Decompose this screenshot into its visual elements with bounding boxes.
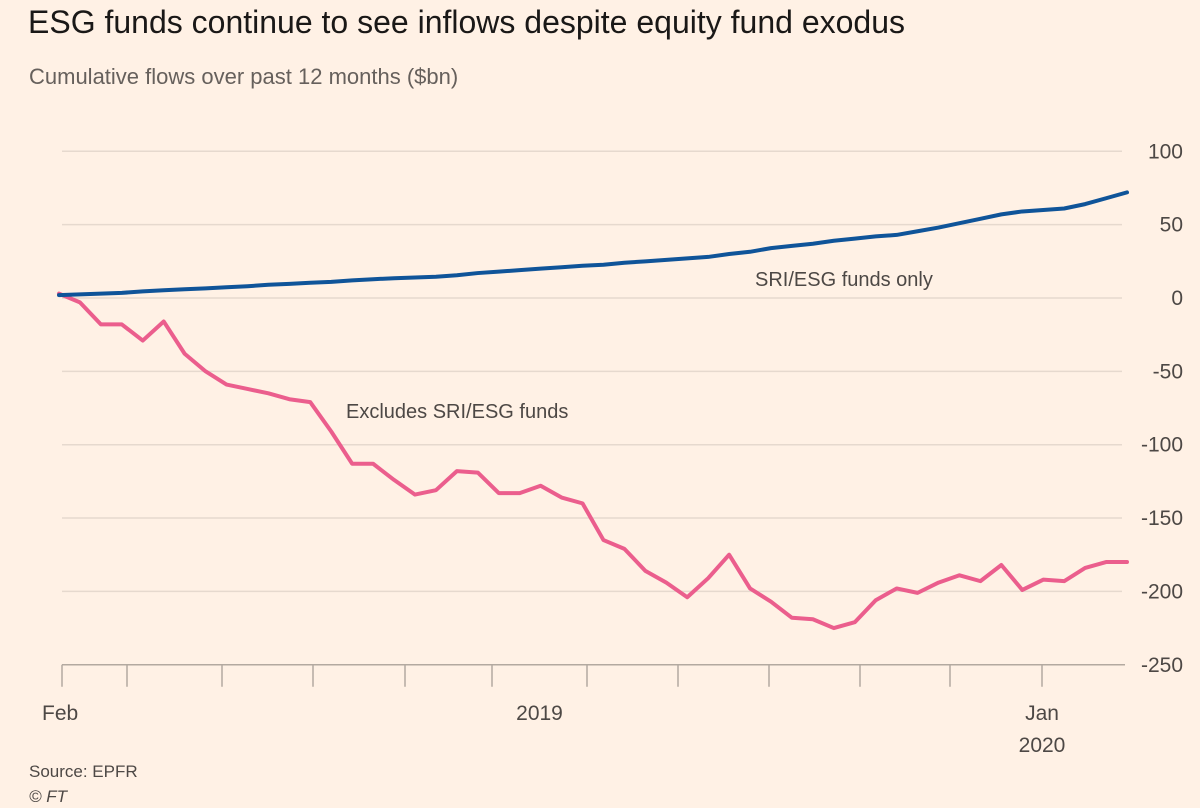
y-tick-label: 0 bbox=[1171, 287, 1183, 310]
x-tick-label: 2020 bbox=[1019, 734, 1066, 757]
chart-title: ESG funds continue to see inflows despit… bbox=[28, 4, 905, 40]
x-tick-label: 2019 bbox=[516, 702, 563, 725]
y-tick-label: -200 bbox=[1141, 580, 1183, 603]
y-tick-label: -150 bbox=[1141, 507, 1183, 530]
y-tick-label: -250 bbox=[1141, 654, 1183, 677]
series-line-sri-esg-funds-only bbox=[57, 190, 1129, 298]
annotation-excl: Excludes SRI/ESG funds bbox=[346, 401, 568, 423]
y-tick-label: 100 bbox=[1148, 140, 1183, 163]
source-note: Source: EPFR bbox=[29, 762, 138, 781]
annotation-esg: SRI/ESG funds only bbox=[755, 269, 933, 291]
y-tick-label: 50 bbox=[1160, 214, 1183, 237]
chart-subtitle: Cumulative flows over past 12 months ($b… bbox=[29, 64, 459, 89]
x-tick-label: Feb bbox=[42, 702, 78, 725]
y-tick-label: -50 bbox=[1153, 360, 1183, 383]
series-line-excludes-sri-esg-funds bbox=[57, 291, 1129, 631]
y-tick-label: -100 bbox=[1141, 434, 1183, 457]
copyright-note: © FT bbox=[29, 787, 68, 806]
x-tick-label: Jan bbox=[1025, 702, 1059, 725]
